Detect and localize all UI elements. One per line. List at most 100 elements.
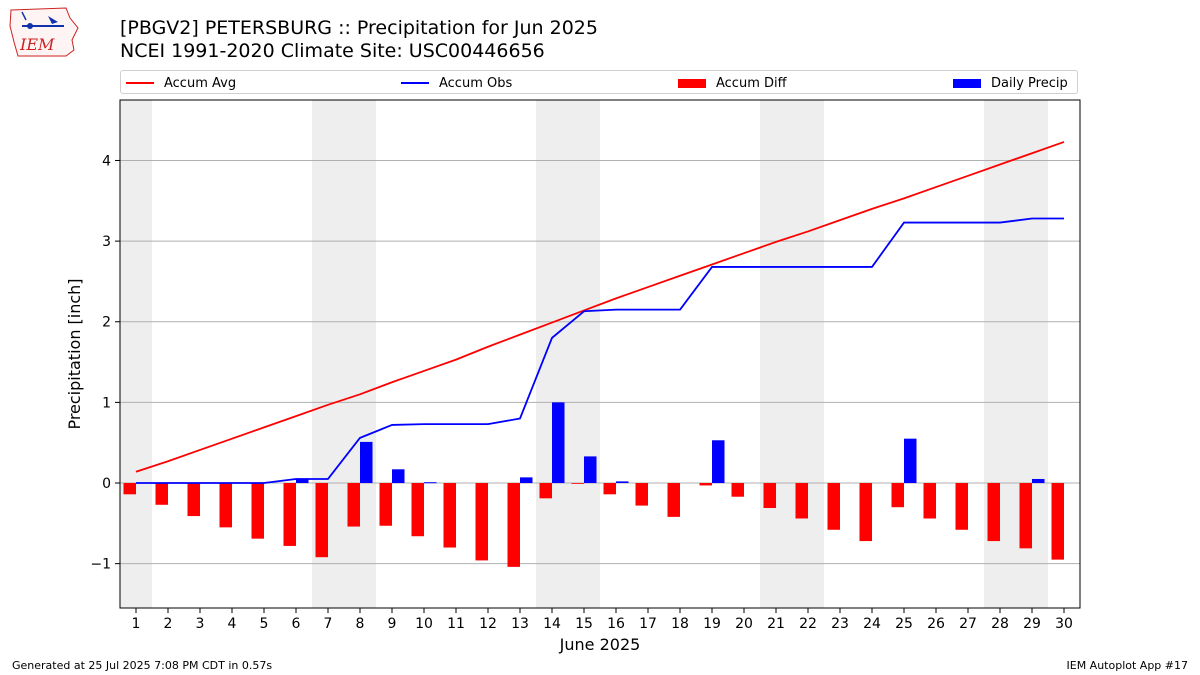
accum-diff-bar bbox=[571, 483, 584, 484]
accum-diff-bar bbox=[507, 483, 520, 567]
accum-diff-bar bbox=[667, 483, 680, 517]
legend-swatch-accum-avg bbox=[126, 82, 154, 84]
legend-label-accum-diff: Accum Diff bbox=[716, 75, 787, 91]
x-tick-label: 20 bbox=[735, 616, 753, 632]
weekend-band bbox=[536, 100, 600, 608]
x-tick-label: 15 bbox=[575, 616, 593, 632]
accum-diff-bar bbox=[795, 483, 808, 519]
x-tick-label: 3 bbox=[196, 616, 205, 632]
x-tick-label: 26 bbox=[927, 616, 945, 632]
x-axis-label: June 2025 bbox=[559, 635, 641, 654]
x-tick-label: 14 bbox=[543, 616, 561, 632]
x-tick-label: 10 bbox=[415, 616, 433, 632]
legend-swatch-accum-obs bbox=[401, 82, 429, 84]
accum-diff-bar bbox=[411, 483, 424, 537]
footer-generated-text: Generated at 25 Jul 2025 7:08 PM CDT in … bbox=[12, 659, 273, 672]
daily-precip-bar bbox=[904, 438, 917, 484]
y-tick-label: 0 bbox=[102, 476, 111, 492]
accum-obs-line bbox=[136, 217, 1064, 484]
x-tick-label: 24 bbox=[863, 616, 881, 632]
x-tick-label: 18 bbox=[671, 616, 689, 632]
legend-item-accum-diff: Accum Diff bbox=[678, 74, 787, 92]
accum-diff-bar bbox=[1051, 483, 1064, 560]
weekend-band bbox=[760, 100, 824, 608]
chart-title: [PBGV2] PETERSBURG :: Precipitation for … bbox=[120, 17, 598, 39]
x-tick-label: 12 bbox=[479, 616, 497, 632]
legend-item-accum-obs: Accum Obs bbox=[401, 74, 512, 92]
y-tick-label: 3 bbox=[102, 234, 111, 250]
legend-label-accum-avg: Accum Avg bbox=[164, 75, 237, 91]
footer-app-label: IEM Autoplot App #17 bbox=[1066, 659, 1189, 672]
accum-diff-bar bbox=[987, 483, 1000, 542]
legend-swatch-accum-diff bbox=[678, 78, 706, 88]
y-tick-label: 4 bbox=[102, 153, 111, 169]
x-tick-label: 27 bbox=[959, 616, 977, 632]
accum-diff-bar bbox=[699, 483, 712, 486]
daily-precip-bar bbox=[392, 469, 405, 484]
accum-diff-bar bbox=[219, 483, 232, 528]
accum-diff-bar bbox=[923, 483, 936, 519]
x-tick-label: 5 bbox=[260, 616, 269, 632]
accum-diff-bar bbox=[475, 483, 488, 561]
daily-precip-bar bbox=[424, 482, 437, 484]
daily-precip-bar bbox=[552, 402, 565, 484]
y-tick-label: 1 bbox=[102, 395, 111, 411]
x-tick-label: 28 bbox=[991, 616, 1009, 632]
accum-diff-bar bbox=[827, 483, 840, 530]
legend-label-accum-obs: Accum Obs bbox=[439, 75, 513, 91]
iowa-state-logo-icon: IEM bbox=[9, 7, 79, 57]
accum-diff-bar bbox=[443, 483, 456, 548]
accum-diff-bar bbox=[955, 483, 968, 530]
daily-precip-bar bbox=[1032, 478, 1045, 484]
accum-avg-line bbox=[135, 141, 1065, 473]
x-tick-label: 25 bbox=[895, 616, 913, 632]
y-tick-label: 2 bbox=[102, 315, 111, 331]
accum-diff-bar bbox=[315, 483, 328, 558]
weekend-band bbox=[120, 100, 152, 608]
legend-item-daily-precip: Daily Precip bbox=[953, 74, 1068, 92]
daily-precip-bar bbox=[360, 441, 373, 484]
daily-precip-bar bbox=[296, 478, 309, 484]
accum-diff-bar bbox=[347, 483, 360, 527]
legend-item-accum-avg: Accum Avg bbox=[126, 74, 236, 92]
accum-diff-bar bbox=[283, 483, 296, 546]
x-tick-label: 1 bbox=[132, 616, 141, 632]
accum-diff-bar bbox=[187, 483, 200, 517]
accum-diff-bar bbox=[763, 483, 776, 509]
x-tick-label: 21 bbox=[767, 616, 785, 632]
accum-diff-bar bbox=[251, 483, 264, 539]
plot-frame bbox=[119, 99, 1081, 609]
legend-swatch-daily-precip bbox=[953, 78, 981, 88]
x-tick-label: 16 bbox=[607, 616, 625, 632]
x-tick-label: 9 bbox=[388, 616, 397, 632]
x-tick-label: 23 bbox=[831, 616, 849, 632]
daily-precip-bar bbox=[712, 440, 725, 484]
svg-text:IEM: IEM bbox=[19, 35, 55, 54]
accum-diff-bar bbox=[1019, 483, 1032, 549]
y-tick-label: −1 bbox=[90, 557, 111, 573]
daily-precip-bar bbox=[616, 481, 629, 484]
accum-diff-bar bbox=[635, 483, 648, 506]
daily-precip-bar bbox=[584, 456, 597, 484]
accum-diff-bar bbox=[603, 483, 616, 495]
accum-diff-bar bbox=[859, 483, 872, 542]
accum-diff-bar bbox=[539, 483, 552, 499]
x-tick-label: 6 bbox=[292, 616, 301, 632]
x-tick-label: 4 bbox=[228, 616, 237, 632]
x-tick-label: 13 bbox=[511, 616, 529, 632]
accum-diff-bar bbox=[379, 483, 392, 526]
x-tick-label: 22 bbox=[799, 616, 817, 632]
y-axis-label: Precipitation [inch] bbox=[65, 278, 84, 429]
daily-precip-bar bbox=[520, 477, 533, 484]
accum-diff-bar bbox=[123, 483, 136, 495]
chart-subtitle: NCEI 1991-2020 Climate Site: USC00446656 bbox=[120, 40, 545, 62]
x-tick-label: 2 bbox=[164, 616, 173, 632]
x-tick-label: 7 bbox=[324, 616, 333, 632]
x-tick-label: 29 bbox=[1023, 616, 1041, 632]
chart-legend: Accum Avg Accum Obs Accum Diff Daily Pre… bbox=[120, 70, 1078, 94]
accum-diff-bar bbox=[731, 483, 744, 497]
legend-label-daily-precip: Daily Precip bbox=[991, 75, 1068, 91]
x-tick-label: 19 bbox=[703, 616, 721, 632]
accum-diff-bar bbox=[891, 483, 904, 508]
